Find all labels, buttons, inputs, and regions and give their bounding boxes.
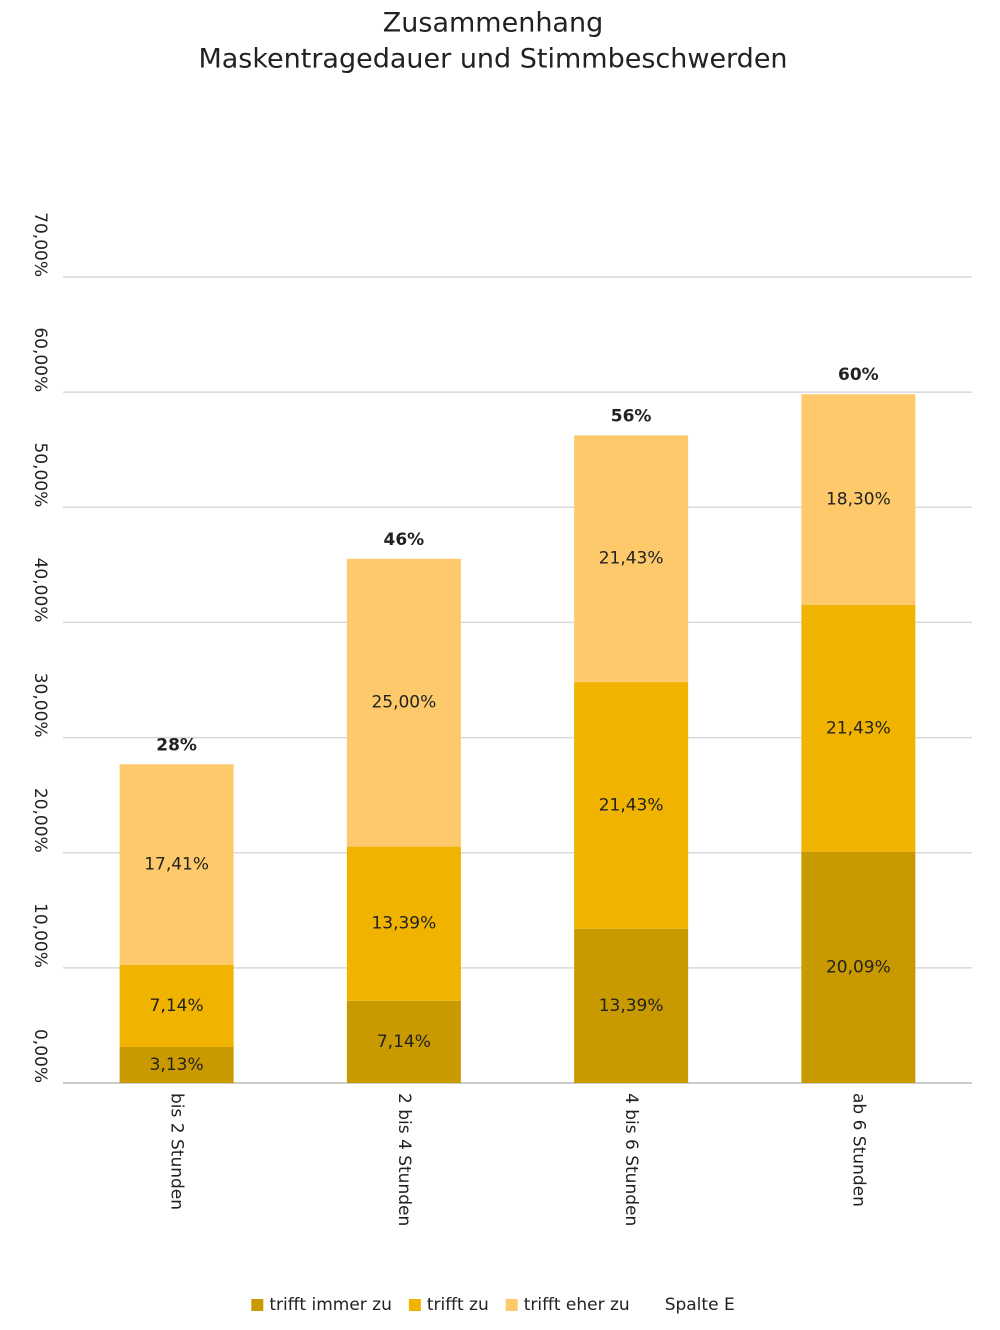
data-label: 3,13% (150, 1055, 204, 1075)
bar-segment (574, 928, 689, 1083)
bar-segment (574, 435, 689, 683)
legend-swatch (505, 1299, 518, 1311)
data-label: 20,09% (826, 957, 891, 977)
total-label: 60% (838, 365, 879, 385)
y-tick-label: 0,00% (30, 1029, 50, 1083)
y-tick-label: 30,00% (30, 673, 50, 738)
data-label: 21,43% (599, 549, 664, 569)
x-tick-label: bis 2 Stunden (167, 1093, 187, 1210)
x-tick-label: 2 bis 4 Stunden (394, 1093, 414, 1226)
bar-segment (346, 558, 461, 847)
bar-segment (574, 682, 689, 929)
x-tick-label: 4 bis 6 Stunden (621, 1093, 641, 1226)
legend-label: trifft zu (427, 1295, 489, 1315)
legend-label: Spalte E (665, 1295, 735, 1315)
total-label: 46% (384, 530, 425, 550)
y-tick-label: 50,00% (30, 442, 50, 507)
data-label: 7,14% (377, 1032, 431, 1052)
legend-swatch (251, 1299, 264, 1311)
data-label: 21,43% (826, 718, 891, 738)
y-tick-label: 20,00% (30, 788, 50, 853)
y-tick-label: 40,00% (30, 558, 50, 623)
data-label: 25,00% (371, 693, 436, 713)
bar-segment (119, 764, 234, 965)
chart-title: Zusammenhang (383, 8, 603, 39)
y-tick-label: 70,00% (30, 212, 50, 277)
total-label: 56% (611, 406, 652, 426)
bar-segment (119, 964, 234, 1047)
data-label: 7,14% (150, 996, 204, 1016)
data-label: 17,41% (144, 855, 209, 875)
data-label: 13,39% (371, 914, 436, 934)
bar-segment (346, 1000, 461, 1083)
bar-segment (801, 394, 916, 605)
bar-segment (801, 604, 916, 852)
y-tick-label: 10,00% (30, 903, 50, 968)
total-label: 28% (156, 735, 197, 755)
data-label: 18,30% (826, 490, 891, 510)
bar-segment (346, 846, 461, 1001)
chart-title: Maskentragedauer und Stimmbeschwerden (198, 44, 787, 75)
legend-label: trifft immer zu (269, 1295, 392, 1315)
bar-segment (119, 1046, 234, 1083)
data-label: 21,43% (599, 795, 664, 815)
legend-label: trifft eher zu (524, 1295, 630, 1315)
y-tick-label: 60,00% (30, 327, 50, 392)
x-tick-label: ab 6 Stunden (848, 1093, 868, 1207)
legend-swatch (408, 1299, 421, 1311)
data-label: 13,39% (599, 996, 664, 1016)
bar-segment (801, 851, 916, 1083)
